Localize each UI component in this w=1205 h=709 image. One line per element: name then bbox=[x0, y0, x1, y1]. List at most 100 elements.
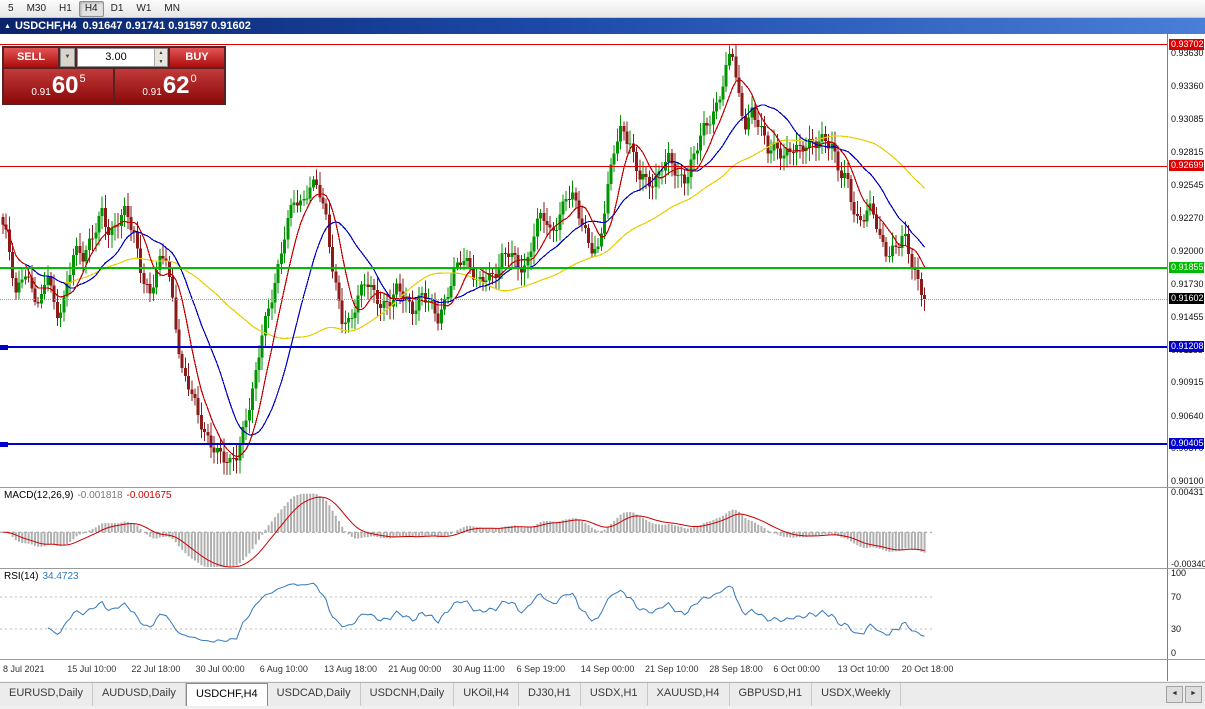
chart-tab-xauusd-h4[interactable]: XAUUSD,H4 bbox=[648, 683, 730, 706]
time-axis[interactable]: 8 Jul 2021 15 Jul 10:00 22 Jul 18:00 30 Jul… bbox=[0, 660, 1167, 681]
support-line-blue-2[interactable] bbox=[0, 443, 1167, 445]
period-button-mn[interactable]: MN bbox=[164, 2, 180, 14]
chart-ohlc-readout: 0.91647 0.91741 0.91597 0.91602 bbox=[82, 20, 251, 32]
time-axis-label: 21 Sep 10:00 bbox=[645, 664, 699, 674]
buy-price-big: 62 bbox=[162, 72, 190, 99]
period-button-5[interactable]: 5 bbox=[8, 2, 14, 14]
macd-label: MACD(12,26,9) -0.001818 -0.001675 bbox=[4, 490, 172, 501]
rsi-indicator-pane[interactable]: RSI(14) 34.4723 bbox=[0, 569, 1167, 659]
current-price-line[interactable] bbox=[0, 299, 1167, 300]
buy-price-display[interactable]: 0.91 62 0 bbox=[115, 69, 224, 103]
chart-tab-bar: EURUSD,Daily AUDUSD,Daily USDCHF,H4 USDCAD,… bbox=[0, 682, 1205, 706]
volume-input-wrap: 3.00 ▲ ▼ bbox=[77, 48, 168, 67]
period-button-d1[interactable]: D1 bbox=[110, 2, 124, 14]
macd-indicator-pane[interactable]: MACD(12,26,9) -0.001818 -0.001675 bbox=[0, 488, 1167, 568]
chart-tab-audusd-daily[interactable]: AUDUSD,Daily bbox=[93, 683, 186, 706]
volume-spinner: ▲ ▼ bbox=[154, 49, 167, 66]
rsi-value: 34.4723 bbox=[42, 571, 79, 582]
pane-separator[interactable] bbox=[0, 659, 1205, 660]
sell-button[interactable]: SELL bbox=[4, 48, 58, 67]
price-chart-pane[interactable] bbox=[0, 34, 1167, 487]
period-button-h4[interactable]: H4 bbox=[78, 0, 104, 17]
support-line-blue-1[interactable] bbox=[0, 345, 1167, 348]
time-axis-label: 6 Sep 19:00 bbox=[516, 664, 566, 674]
price-tag-0.92699: 0.92699 bbox=[1169, 160, 1204, 172]
time-axis-label: 6 Oct 00:00 bbox=[773, 664, 820, 674]
buy-price-sup: 0 bbox=[190, 73, 197, 85]
price-axis-tick: 0.90640 bbox=[1171, 410, 1204, 421]
rsi-axis-tick: 0 bbox=[1171, 648, 1177, 658]
volume-decrease-button[interactable]: ▼ bbox=[154, 57, 167, 66]
period-button-h1[interactable]: H1 bbox=[59, 2, 72, 14]
rsi-indicator-chart bbox=[0, 569, 1167, 659]
price-axis-tick: 0.93085 bbox=[1171, 114, 1204, 125]
tab-scroll-controls: ◄ ► bbox=[1166, 683, 1205, 706]
tab-scroll-right-icon[interactable]: ► bbox=[1185, 686, 1202, 703]
chart-tab-usdcnh-daily[interactable]: USDCNH,Daily bbox=[361, 683, 455, 706]
sell-price-big: 60 bbox=[51, 72, 79, 99]
price-tag-0.91855: 0.91855 bbox=[1169, 262, 1204, 274]
macd-axis-tick: 0.00431 bbox=[1171, 487, 1204, 497]
chart-symbol-period: USDCHF,H4 bbox=[14, 20, 77, 32]
rsi-axis-tick: 70 bbox=[1171, 592, 1182, 602]
pane-separator[interactable] bbox=[0, 568, 1205, 569]
chart-tab-usdx-weekly[interactable]: USDX,Weekly bbox=[812, 683, 901, 706]
sell-price-prefix: 0.91 bbox=[31, 87, 51, 98]
line-left-handle[interactable] bbox=[0, 442, 8, 447]
timeframe-toolbar: 5 M30 H1 H4 D1 W1 MN bbox=[0, 0, 1205, 18]
chart-tab-ukoil-h4[interactable]: UKOil,H4 bbox=[454, 683, 520, 706]
rsi-axis-tick: 30 bbox=[1171, 624, 1182, 634]
time-axis-label: 28 Sep 18:00 bbox=[709, 664, 763, 674]
time-axis-label: 30 Jul 00:00 bbox=[195, 664, 245, 674]
time-axis-label: 15 Jul 10:00 bbox=[67, 664, 117, 674]
price-tag-0.91208: 0.91208 bbox=[1169, 340, 1204, 352]
sell-price-display[interactable]: 0.91 60 5 bbox=[4, 69, 113, 103]
macd-axis-tick: -0.00340 bbox=[1171, 559, 1205, 569]
price-tag-0.90405: 0.90405 bbox=[1169, 438, 1204, 449]
volume-increase-button[interactable]: ▲ bbox=[154, 49, 167, 58]
time-axis-label: 21 Aug 00:00 bbox=[388, 664, 442, 674]
resistance-line-lower[interactable] bbox=[0, 165, 1167, 167]
time-axis-label: 6 Aug 10:00 bbox=[259, 664, 308, 674]
chart-tab-dj30-h1[interactable]: DJ30,H1 bbox=[519, 683, 581, 706]
price-axis-tick: 0.90100 bbox=[1171, 475, 1204, 486]
chart-tab-eurusd-daily[interactable]: EURUSD,Daily bbox=[0, 683, 93, 706]
pane-separator[interactable] bbox=[0, 487, 1205, 488]
price-axis-tick: 0.91455 bbox=[1171, 311, 1204, 322]
chart-marker-icon: ▲ bbox=[4, 22, 11, 30]
chart-tab-usdchf-h4[interactable]: USDCHF,H4 bbox=[185, 683, 268, 706]
time-axis-label: 13 Aug 18:00 bbox=[324, 664, 378, 674]
rsi-axis-tick: 100 bbox=[1171, 568, 1187, 578]
price-axis-tick: 0.90915 bbox=[1171, 377, 1204, 388]
chart-background bbox=[0, 34, 1167, 681]
resistance-line-upper[interactable] bbox=[0, 44, 1167, 46]
chart-tab-usdcad-daily[interactable]: USDCAD,Daily bbox=[268, 683, 361, 706]
rsi-name: RSI(14) bbox=[4, 571, 39, 582]
volume-dropdown-icon[interactable]: ▼ bbox=[60, 48, 75, 67]
volume-input[interactable]: 3.00 bbox=[105, 51, 127, 63]
price-tag-0.91602: 0.91602 bbox=[1169, 293, 1204, 304]
period-button-w1[interactable]: W1 bbox=[136, 2, 152, 14]
time-axis-label: 8 Jul 2021 bbox=[3, 664, 45, 674]
price-axis-tick: 0.91730 bbox=[1171, 278, 1204, 289]
chart-tab-gbpusd-h1[interactable]: GBPUSD,H1 bbox=[730, 683, 813, 706]
macd-main-value: -0.001818 bbox=[77, 490, 123, 501]
buy-button[interactable]: BUY bbox=[170, 48, 224, 67]
price-tag-0.93702: 0.93702 bbox=[1169, 38, 1204, 50]
line-left-handle[interactable] bbox=[0, 344, 8, 350]
time-axis-label: 20 Oct 18:00 bbox=[901, 664, 954, 674]
chart-tab-usdx-h1[interactable]: USDX,H1 bbox=[581, 683, 648, 706]
price-axis-tick: 0.93360 bbox=[1171, 81, 1204, 92]
tab-scroll-left-icon[interactable]: ◄ bbox=[1166, 686, 1183, 703]
price-axis-tick: 0.93630 bbox=[1171, 48, 1204, 59]
price-axis-tick: 0.92815 bbox=[1171, 147, 1204, 158]
rsi-label: RSI(14) 34.4723 bbox=[4, 571, 79, 582]
time-axis-label: 30 Aug 11:00 bbox=[452, 664, 505, 674]
period-button-m30[interactable]: M30 bbox=[26, 2, 47, 14]
sell-price-sup: 5 bbox=[79, 73, 86, 85]
support-line-green[interactable] bbox=[0, 267, 1167, 270]
time-axis-label: 14 Sep 00:00 bbox=[580, 664, 635, 674]
price-axis-tick: 0.92545 bbox=[1171, 179, 1204, 190]
price-axis[interactable]: 0.93630 0.93360 0.93085 0.92815 0.92545 0.922… bbox=[1167, 34, 1205, 681]
